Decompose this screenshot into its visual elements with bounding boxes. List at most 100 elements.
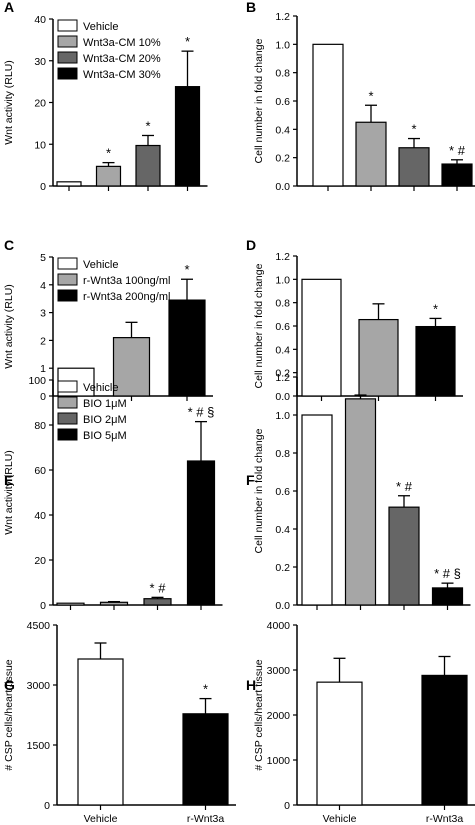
panel-b-bar	[312, 43, 344, 187]
panel-a-ytick-label: 0	[40, 181, 46, 193]
panel-b-ytick-label: 0.2	[275, 153, 290, 165]
panel-b-significance-label: *	[411, 122, 416, 137]
panel-a-legend-label: Wnt3a-CM 10%	[83, 37, 161, 49]
panel-c-ytick-label: 5	[40, 252, 46, 264]
panel-c-legend-swatch	[57, 257, 78, 270]
panel-a-significance-label: *	[185, 34, 190, 49]
panel-f-bar	[344, 398, 377, 606]
panel-e-legend-label: BIO 5μM	[83, 430, 127, 442]
panel-b-ytick-label: 0.6	[275, 96, 290, 108]
panel-a-bar	[135, 144, 161, 187]
panel-h-ytick-label: 0	[284, 800, 290, 812]
panel-e-ytick-label: 100	[28, 375, 46, 387]
panel-g-ytick-label: 3000	[27, 680, 51, 692]
panel-c-ytick-label: 3	[40, 308, 46, 320]
panel-b-significance-label: *	[368, 88, 373, 103]
panel-f-significance-label: * # §	[434, 566, 461, 581]
panel-e-ytick-label: 0	[40, 600, 46, 612]
panel-d-ytick-label: 1.2	[275, 251, 290, 263]
panel-b-label: B	[246, 0, 256, 15]
panel-a-ytick-label: 30	[34, 56, 46, 68]
panel-d-bar	[358, 318, 399, 397]
panel-a-label: A	[4, 0, 14, 15]
panel-f-ytick-label: 0.0	[275, 600, 290, 612]
panel-e-ytick-label: 20	[34, 555, 46, 567]
panel-h-ytick-label: 4000	[267, 620, 291, 632]
panel-f-ytick-label: 0.8	[275, 448, 290, 460]
panel-d-ytick-label: 0.6	[275, 321, 290, 333]
panel-g-xtick-label: Vehicle	[84, 813, 118, 825]
panel-c-legend-swatch	[57, 273, 78, 286]
panel-f-significance-label: * #	[396, 479, 413, 494]
panel-e-legend-swatch	[57, 380, 78, 393]
panel-b-bar	[398, 147, 430, 187]
panel-h-label: H	[246, 677, 256, 693]
panel-f-label: F	[246, 472, 255, 488]
panel-g-ytick-label: 4500	[27, 620, 51, 632]
panel-a-ytick-label: 20	[34, 98, 46, 110]
panel-a-ytick-label: 40	[34, 14, 46, 26]
panel-f-bar	[388, 506, 420, 606]
panel-a-ylabel: Wnt activity (RLU)	[3, 60, 15, 145]
panel-g-bar	[77, 658, 124, 806]
panel-b-bar	[355, 121, 387, 187]
panel-h-xtick-label: Vehicle	[323, 813, 357, 825]
panel-c-bar	[112, 337, 151, 397]
panel-c-ylabel: Wnt activity (RLU)	[3, 284, 15, 369]
panel-c-label: C	[4, 237, 14, 253]
panel-e-legend-label: BIO 2μM	[83, 414, 127, 426]
panel-a-significance-label: *	[106, 146, 111, 161]
panel-e-significance-label: * #	[150, 580, 167, 595]
panel-c-ytick-label: 1	[40, 363, 46, 375]
panel-c-legend-swatch	[57, 289, 78, 302]
panel-a-legend-label: Wnt3a-CM 20%	[83, 53, 161, 65]
panel-b-significance-label: * #	[449, 143, 466, 158]
panel-b-ytick-label: 1.2	[275, 11, 290, 23]
panel-g-significance-label: *	[203, 682, 208, 697]
panel-f-ytick-label: 0.2	[275, 562, 290, 574]
panel-e-bar	[143, 598, 172, 606]
panel-e-bar	[56, 602, 85, 606]
panel-a-bar	[56, 181, 82, 187]
panel-g-bar	[182, 713, 229, 806]
panel-h-ytick-label: 2000	[267, 710, 291, 722]
panel-c-ytick-label: 0	[40, 391, 46, 403]
panel-c-bar	[168, 299, 206, 397]
panel-e-legend-label: Vehicle	[83, 382, 118, 394]
panel-d-ytick-label: 0.2	[275, 368, 290, 380]
panel-g-xtick-label: r-Wnt3a	[187, 813, 225, 825]
panel-d-significance-label: *	[433, 301, 438, 316]
panel-e-bar	[186, 460, 216, 606]
panel-h-ylabel: # CSP cells/heart tissue	[253, 659, 265, 770]
panel-d-ytick-label: 0.4	[275, 344, 290, 356]
panel-a-bar	[174, 86, 201, 187]
panel-e-ytick-label: 80	[34, 420, 46, 432]
panel-g-label: G	[4, 677, 15, 693]
panel-e-ytick-label: 40	[34, 510, 46, 522]
panel-a-ytick-label: 10	[34, 139, 46, 151]
panel-d-label: D	[246, 237, 256, 253]
panel-g-ytick-label: 1500	[27, 740, 51, 752]
panel-f-bar	[431, 587, 464, 606]
panel-a-significance-label: *	[145, 118, 150, 133]
panel-e-legend-swatch	[57, 412, 78, 425]
panel-d-ytick-label: 1.0	[275, 274, 290, 286]
panel-d-ytick-label: 0.0	[275, 391, 290, 403]
panel-c-legend-label: r-Wnt3a 200ng/ml	[83, 291, 170, 303]
panel-e-significance-label: * # §	[188, 405, 215, 420]
panel-c-legend-label: Vehicle	[83, 259, 118, 271]
panel-a-legend-swatch	[57, 67, 78, 80]
panel-a-legend-label: Wnt3a-CM 30%	[83, 69, 161, 81]
panel-h-bar	[421, 674, 468, 806]
panel-b-ylabel: Cell number in fold change	[253, 38, 265, 163]
panel-b-ytick-label: 1.0	[275, 39, 290, 51]
panel-b-ytick-label: 0.8	[275, 68, 290, 80]
panel-h-xtick-label: r-Wnt3a	[426, 813, 464, 825]
panel-e-legend-swatch	[57, 428, 78, 441]
panel-f-bar	[301, 414, 333, 606]
panel-d-ylabel: Cell number in fold change	[253, 263, 265, 388]
panel-a-bar	[95, 165, 122, 187]
panel-b-bar	[441, 163, 473, 187]
panel-e-ytick-label: 60	[34, 465, 46, 477]
